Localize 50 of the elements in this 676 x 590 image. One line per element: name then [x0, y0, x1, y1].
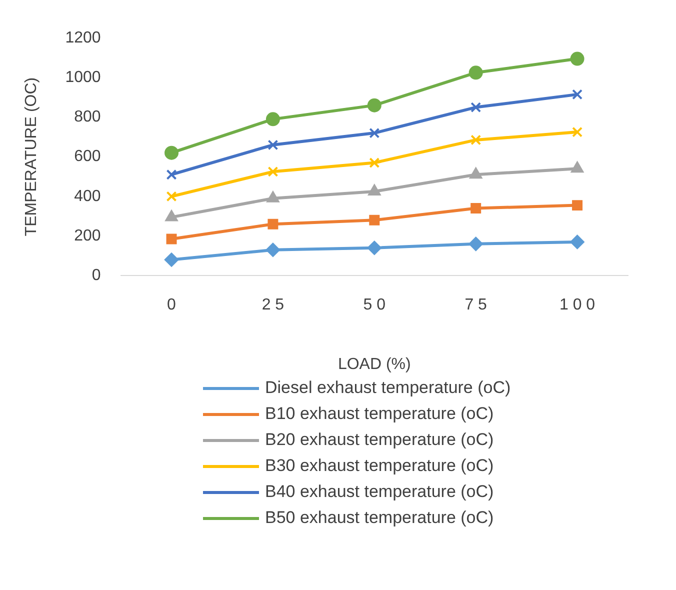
- legend-label: B50 exhaust temperature (oC): [265, 508, 494, 528]
- point: [166, 169, 177, 180]
- y-tick-label: 800: [74, 108, 101, 126]
- y-axis-title: TEMPERATURE (OC): [23, 77, 40, 236]
- x-axis-title: LOAD (%): [338, 356, 411, 373]
- point: [368, 184, 381, 196]
- point: [266, 242, 280, 257]
- y-tick-label: 1000: [65, 69, 101, 86]
- y-tick-label: 600: [74, 148, 101, 166]
- y-tick-label: 200: [74, 227, 101, 244]
- x-tick-label: 2 5: [262, 296, 284, 314]
- point: [164, 146, 179, 160]
- point: [571, 162, 584, 173]
- point: [470, 203, 482, 214]
- legend-label: B10 exhaust temperature (oC): [265, 404, 494, 424]
- point: [572, 89, 583, 100]
- x-tick-label: 7 5: [464, 296, 488, 314]
- point: [470, 102, 482, 113]
- point: [570, 52, 584, 66]
- legend-label: B40 exhaust temperature (oC): [265, 482, 494, 502]
- point: [266, 112, 280, 126]
- point: [570, 234, 584, 249]
- y-tick-label: 1200: [65, 29, 101, 46]
- point: [369, 158, 380, 168]
- y-tick-label: 400: [74, 188, 101, 205]
- x-tick-label: 5 0: [363, 296, 386, 314]
- legend-label: Diesel exhaust temperature (oC): [265, 378, 511, 398]
- point: [470, 168, 482, 179]
- point: [164, 252, 179, 267]
- point: [572, 126, 583, 138]
- point: [468, 236, 483, 251]
- point: [268, 166, 278, 177]
- x-tick-label: 1 0 0: [559, 296, 596, 314]
- point: [268, 218, 278, 230]
- point: [266, 191, 280, 202]
- y-tick-label: 0: [92, 267, 101, 284]
- x-tick-label: 0: [167, 296, 176, 314]
- point: [470, 134, 482, 146]
- legend-label: B20 exhaust temperature (oC): [265, 430, 494, 450]
- point: [369, 214, 380, 226]
- point: [369, 128, 380, 138]
- point: [166, 234, 177, 244]
- point: [166, 191, 177, 202]
- point: [367, 98, 382, 112]
- point: [468, 66, 483, 80]
- point: [572, 200, 583, 211]
- point: [268, 140, 278, 150]
- legend-label: B30 exhaust temperature (oC): [265, 456, 494, 476]
- point: [165, 210, 178, 222]
- point: [367, 240, 382, 255]
